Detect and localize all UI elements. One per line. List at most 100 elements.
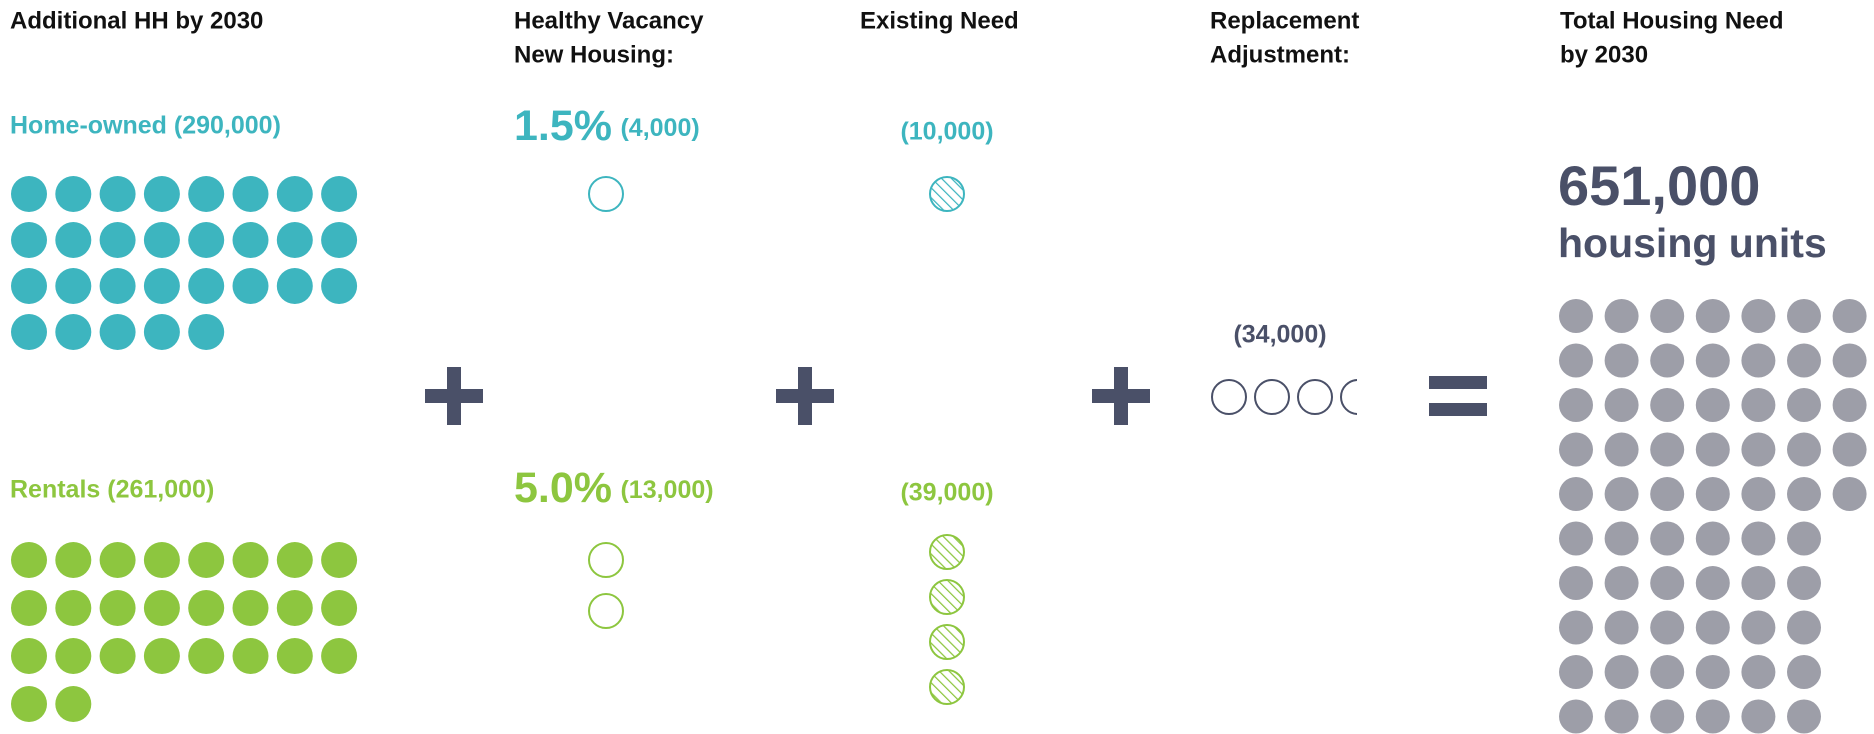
- dot: [55, 590, 92, 626]
- dot: [1832, 388, 1867, 422]
- dot: [1650, 566, 1685, 600]
- dot: [321, 590, 358, 626]
- plus-sign: [1092, 367, 1150, 425]
- outline-dot: [1211, 379, 1247, 415]
- outline-dot: [588, 176, 624, 212]
- dot: [99, 542, 136, 578]
- dot: [276, 222, 313, 258]
- dot: [1604, 432, 1639, 467]
- dot: [1695, 432, 1730, 467]
- dot: [1695, 655, 1730, 689]
- dot: [1787, 343, 1821, 378]
- vacancy-count: (13,000): [620, 476, 713, 504]
- dot: [1695, 388, 1730, 422]
- dot: [188, 314, 225, 350]
- dot: [1604, 299, 1639, 333]
- dot: [1741, 388, 1776, 422]
- dot: [232, 542, 269, 578]
- dot: [1741, 566, 1776, 600]
- hatched-dot: [929, 669, 965, 705]
- dot: [1695, 566, 1730, 600]
- dot: [1741, 343, 1776, 378]
- dot: [1787, 610, 1821, 645]
- dot: [1787, 477, 1821, 511]
- dot: [1741, 521, 1776, 556]
- total-value: 651,000: [1558, 154, 1760, 217]
- dot: [1695, 610, 1730, 645]
- dot: [1832, 432, 1867, 467]
- dot: [321, 638, 358, 674]
- column-header: by 2030: [1560, 41, 1648, 68]
- dot: [55, 314, 92, 350]
- dot: [321, 222, 358, 258]
- dot: [99, 638, 136, 674]
- outline-dot: [1340, 379, 1357, 415]
- dot: [55, 268, 92, 304]
- vacancy-count: (4,000): [620, 114, 699, 142]
- dot: [55, 638, 92, 674]
- dot: [1559, 521, 1593, 556]
- dot: [1650, 388, 1685, 422]
- dot: [1741, 299, 1776, 333]
- column-header: Adjustment:: [1210, 41, 1350, 68]
- dot: [1695, 699, 1730, 734]
- dot: [321, 542, 358, 578]
- dot: [1559, 432, 1593, 467]
- dot: [1650, 299, 1685, 333]
- dot: [1787, 388, 1821, 422]
- owned-label: Home-owned (290,000): [10, 112, 281, 140]
- outline-dot: [1297, 379, 1333, 415]
- dot: [143, 542, 180, 578]
- column-header: Total Housing Need: [1560, 7, 1784, 34]
- dot: [1604, 521, 1639, 556]
- dot: [1787, 566, 1821, 600]
- dot: [321, 176, 358, 212]
- dot: [99, 176, 136, 212]
- dot: [1559, 566, 1593, 600]
- dot: [1650, 432, 1685, 467]
- dot: [188, 176, 225, 212]
- dot: [1650, 343, 1685, 378]
- plus-sign: [776, 367, 834, 425]
- dot: [1695, 521, 1730, 556]
- dot: [188, 590, 225, 626]
- dot: [232, 638, 269, 674]
- column-header: New Housing:: [514, 41, 674, 68]
- dot: [188, 268, 225, 304]
- rental-vacancy: 5.0% (13,000): [514, 464, 714, 512]
- dot: [11, 268, 47, 304]
- dot: [143, 268, 180, 304]
- dot: [1832, 477, 1867, 511]
- hatched-dot: [929, 534, 965, 570]
- existing-rental: (39,000): [900, 479, 993, 507]
- outline-dot: [588, 593, 624, 629]
- dot: [232, 176, 269, 212]
- vacancy-rate: 1.5%: [514, 102, 612, 150]
- dot: [188, 542, 225, 578]
- dot: [1559, 655, 1593, 689]
- dot: [1559, 699, 1593, 734]
- dot: [99, 268, 136, 304]
- dot: [143, 314, 180, 350]
- dot: [1604, 655, 1639, 689]
- dot: [1787, 299, 1821, 333]
- icons: [11, 176, 1867, 734]
- dot: [276, 590, 313, 626]
- dot: [1832, 343, 1867, 378]
- dot: [1604, 388, 1639, 422]
- dot: [1559, 299, 1593, 333]
- outline-dot: [1254, 379, 1290, 415]
- dot: [1604, 699, 1639, 734]
- vacancy-rate: 5.0%: [514, 464, 612, 512]
- dot: [232, 590, 269, 626]
- hatched-dot: [929, 176, 965, 212]
- dot: [1650, 655, 1685, 689]
- dot: [1787, 432, 1821, 467]
- dot: [11, 542, 47, 578]
- total-unit: housing units: [1558, 220, 1827, 266]
- hatched-dot: [929, 579, 965, 615]
- rental-label: Rentals (261,000): [10, 476, 214, 504]
- dot: [11, 222, 47, 258]
